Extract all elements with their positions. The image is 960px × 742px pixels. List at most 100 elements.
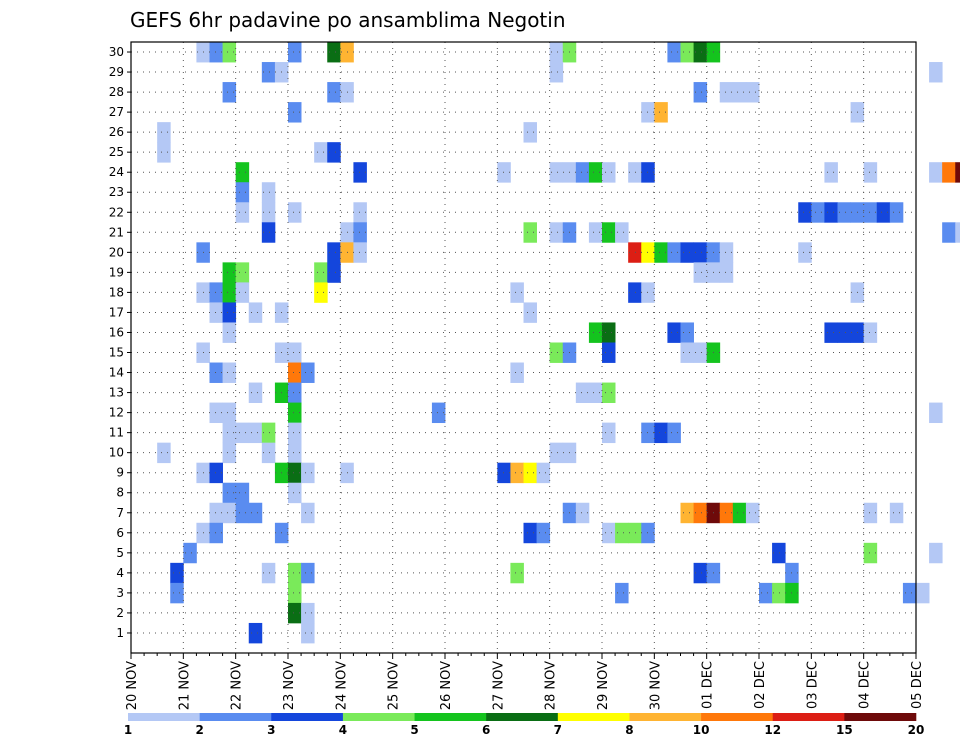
precip-cell (235, 162, 250, 183)
y-tick-label: 1 (116, 626, 124, 640)
legend-swatch (629, 713, 702, 721)
legend-label: 15 (836, 723, 853, 737)
precip-cell (222, 282, 237, 303)
y-tick-label: 4 (116, 566, 124, 580)
precip-cell (222, 502, 237, 524)
grid-layer (131, 42, 916, 653)
precip-cell (654, 422, 668, 444)
precip-cell (772, 582, 786, 604)
precip-cell (510, 362, 524, 383)
precip-cell (222, 442, 237, 464)
precip-cell (170, 562, 184, 584)
precip-cell (353, 222, 367, 243)
precip-cell (235, 282, 250, 303)
precip-cell (929, 402, 943, 424)
precip-cell (693, 502, 708, 524)
precip-cell (824, 162, 838, 183)
precip-cell (431, 402, 446, 424)
precip-cell (745, 82, 760, 103)
precip-cell (288, 362, 302, 383)
precip-cell (889, 502, 904, 524)
precip-cell (955, 162, 960, 183)
precip-cell (523, 302, 537, 323)
precip-cell (693, 262, 708, 283)
precip-cell (837, 202, 851, 223)
y-tick-label: 22 (109, 205, 124, 219)
precip-cell (288, 102, 302, 123)
precip-cell (693, 42, 708, 63)
precip-cell (235, 182, 250, 203)
precip-cell (667, 242, 681, 263)
precip-cell (863, 322, 878, 343)
precip-cell (157, 122, 171, 143)
precip-cell (929, 542, 943, 564)
legend-swatch (199, 713, 272, 721)
precip-cell (261, 422, 276, 444)
precip-cell (876, 202, 891, 223)
precip-cell (261, 562, 276, 584)
precip-cell (301, 602, 315, 624)
legend-label: 4 (339, 723, 347, 737)
precip-cell (222, 82, 237, 103)
precip-cell (209, 362, 223, 383)
y-tick-label: 11 (109, 426, 124, 440)
precip-cell (602, 222, 616, 243)
precip-cell (902, 582, 917, 604)
precip-cell (157, 142, 171, 163)
color-legend: 1 2 3 4 5 6 7 8 10 12 15 20 (124, 713, 925, 737)
precip-cell (235, 202, 250, 223)
precip-cell (288, 382, 302, 403)
legend-label: 20 (908, 723, 925, 737)
precip-cell (222, 482, 237, 504)
precip-cell (288, 442, 302, 464)
precip-cell (235, 422, 250, 444)
x-tick-label: 24 NOV (334, 661, 349, 710)
precip-cell (209, 462, 223, 484)
y-tick-label: 15 (109, 346, 124, 360)
precip-cell (222, 302, 237, 323)
precip-cell (680, 322, 694, 343)
precip-cell (314, 142, 328, 163)
y-axis: 1234567891011121314151617181920212223242… (109, 45, 131, 640)
legend-swatch (772, 713, 845, 721)
precip-cell (588, 222, 603, 243)
precip-cell (667, 322, 681, 343)
y-tick-label: 30 (109, 45, 124, 59)
legend-swatch (486, 713, 559, 721)
x-tick-label: 05 DEC (910, 661, 925, 709)
precip-cell (628, 242, 642, 263)
precip-cell (575, 162, 590, 183)
precip-cell (353, 242, 367, 263)
precip-cell (654, 242, 668, 263)
precip-cell (288, 402, 302, 424)
y-tick-label: 25 (109, 145, 124, 159)
precip-cell (942, 162, 956, 183)
precip-cell (523, 222, 537, 243)
precip-cell (811, 202, 825, 223)
precip-cell (248, 502, 263, 524)
precip-cell (588, 382, 603, 403)
precip-cell (693, 562, 708, 584)
precip-cell (261, 202, 276, 223)
x-tick-label: 23 NOV (282, 661, 297, 710)
legend-label: 12 (764, 723, 781, 737)
precip-cell (248, 302, 263, 323)
precip-cell (536, 522, 551, 544)
precip-cell (680, 242, 694, 263)
precip-cell (549, 342, 564, 363)
precip-cell (719, 82, 734, 103)
legend-swatch (271, 713, 344, 721)
x-tick-label: 04 DEC (858, 661, 873, 709)
precip-cell (497, 462, 511, 484)
precip-cell (261, 222, 276, 243)
y-tick-label: 5 (116, 546, 124, 560)
precip-cell (327, 262, 341, 283)
precip-cell (680, 502, 694, 524)
precip-cell (588, 322, 603, 343)
precip-cell (719, 242, 734, 263)
precip-cell (732, 502, 747, 524)
precip-cell (288, 582, 302, 604)
cells-layer (157, 42, 960, 644)
legend-label: 8 (625, 723, 633, 737)
